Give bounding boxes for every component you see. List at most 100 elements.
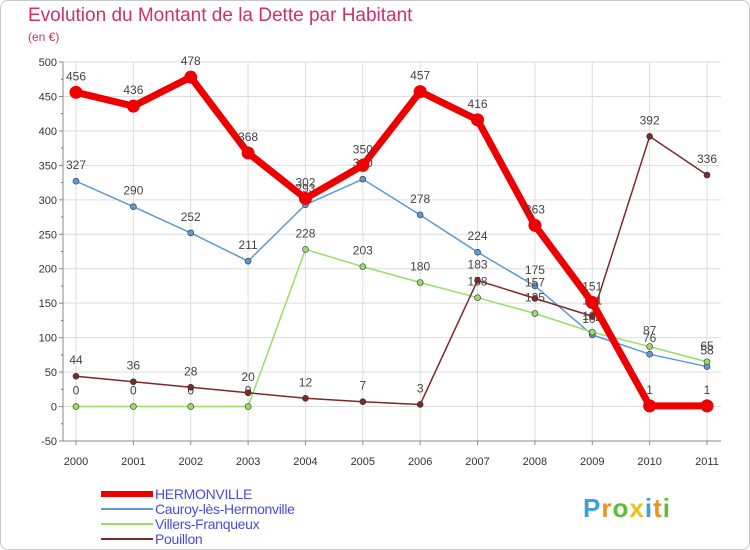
x-tick-label: 2000 (64, 456, 88, 468)
data-point-pouillon (244, 389, 252, 397)
data-label-hermonville: 1 (646, 383, 653, 397)
data-label-pouillon: 183 (468, 257, 488, 271)
data-point-villers-franqueux (588, 328, 596, 336)
data-point-hermonville (471, 113, 485, 127)
data-point-villers-franqueux (130, 403, 137, 410)
data-label-hermonville: 350 (353, 142, 373, 156)
series-line-cauroy-l-s-hermonville (75, 178, 708, 368)
y-tick-label: 100 (39, 333, 57, 345)
legend-label: Cauroy-lès-Hermonville (155, 501, 295, 517)
data-point-pouillon (703, 171, 711, 179)
brand-logo: Proxiti (583, 493, 671, 524)
data-point-villers-franqueux (531, 310, 539, 317)
data-label-hermonville: 151 (582, 279, 602, 293)
data-label-hermonville: 263 (525, 202, 545, 216)
legend-label: Villers-Franqueux (155, 516, 260, 532)
data-point-hermonville (356, 158, 370, 172)
data-point-villers-franqueux (703, 358, 711, 366)
x-tick-label: 2009 (580, 456, 604, 468)
data-point-hermonville (69, 85, 83, 99)
data-point-pouillon (588, 312, 596, 320)
data-point-pouillon (72, 372, 80, 380)
series-line-villers-franqueux (75, 248, 708, 408)
data-label-hermonville: 302 (295, 175, 315, 189)
data-label-pouillon: 392 (640, 113, 660, 127)
data-label-villers-franqueux: 65 (700, 339, 714, 353)
data-point-hermonville (241, 146, 255, 160)
data-label-cauroy-l-s-hermonville: 175 (525, 263, 545, 277)
data-label-pouillon: 7 (359, 379, 366, 393)
data-label-villers-franqueux: 87 (643, 324, 657, 338)
data-point-cauroy-l-s-hermonville (474, 248, 481, 256)
data-point-hermonville (700, 399, 714, 413)
chart-subtitle: (en €) (28, 30, 60, 44)
x-tick-label: 2008 (523, 456, 547, 468)
data-label-villers-franqueux: 203 (353, 244, 373, 258)
data-point-pouillon (359, 398, 367, 406)
x-tick-label: 2006 (408, 456, 432, 468)
brand-letter: r (601, 493, 613, 523)
data-label-hermonville: 1 (704, 383, 711, 397)
data-label-villers-franqueux: 180 (410, 260, 430, 274)
legend-swatch-villers (101, 523, 153, 525)
legend-swatch-hermonville (101, 491, 153, 497)
x-tick-label: 2004 (293, 456, 317, 468)
data-label-pouillon: 36 (127, 359, 141, 373)
data-label-hermonville: 457 (410, 69, 430, 83)
brand-letter: t (653, 493, 663, 523)
x-tick-label: 2003 (236, 456, 260, 468)
data-label-cauroy-l-s-hermonville: 278 (410, 192, 430, 206)
y-tick-label: 0 (51, 402, 57, 414)
data-label-hermonville: 368 (238, 130, 258, 144)
brand-letter: x (629, 493, 645, 523)
brand-letter: P (583, 493, 602, 523)
data-label-pouillon: 28 (184, 364, 198, 378)
data-point-villers-franqueux (474, 294, 481, 301)
data-point-pouillon (474, 277, 481, 284)
data-point-cauroy-l-s-hermonville (130, 203, 137, 211)
data-label-pouillon: 44 (69, 353, 83, 367)
data-label-pouillon: 20 (241, 370, 255, 384)
y-tick-label: 250 (39, 229, 57, 241)
data-point-hermonville (298, 191, 312, 205)
y-tick-label: -50 (41, 436, 57, 448)
x-tick-label: 2010 (637, 456, 661, 468)
data-point-cauroy-l-s-hermonville (72, 177, 80, 185)
y-tick-label: 50 (45, 367, 57, 379)
legend-swatch-pouillon (101, 538, 153, 540)
data-label-cauroy-l-s-hermonville: 76 (643, 331, 657, 345)
data-point-hermonville (126, 99, 140, 113)
brand-letter: i (662, 493, 671, 523)
y-tick-label: 450 (39, 91, 57, 103)
data-point-villers-franqueux (302, 246, 309, 253)
x-tick-label: 2001 (121, 456, 145, 468)
x-tick-label: 2007 (465, 456, 489, 468)
data-label-cauroy-l-s-hermonville: 211 (239, 238, 258, 252)
legend-swatch-cauroy (101, 508, 153, 510)
data-label-hermonville: 456 (66, 69, 86, 83)
data-point-villers-franqueux (187, 403, 195, 410)
data-point-villers-franqueux (244, 403, 252, 410)
x-tick-label: 2005 (351, 456, 375, 468)
data-label-cauroy-l-s-hermonville: 327 (66, 158, 86, 172)
series-line-pouillon (75, 135, 708, 406)
data-label-cauroy-l-s-hermonville: 290 (123, 184, 143, 198)
data-point-cauroy-l-s-hermonville (646, 350, 653, 358)
data-label-villers-franqueux: 0 (73, 384, 80, 398)
data-label-villers-franqueux: 0 (130, 384, 137, 398)
data-label-cauroy-l-s-hermonville: 224 (468, 229, 488, 243)
data-point-hermonville (643, 399, 657, 413)
data-label-hermonville: 436 (123, 83, 143, 97)
data-point-pouillon (531, 295, 539, 302)
y-tick-label: 350 (39, 160, 57, 172)
series-line-hermonville (72, 73, 711, 410)
data-point-cauroy-l-s-hermonville (244, 257, 252, 265)
data-point-cauroy-l-s-hermonville (531, 282, 539, 290)
x-tick-label: 2002 (178, 456, 202, 468)
data-point-hermonville (528, 218, 542, 232)
data-point-cauroy-l-s-hermonville (359, 175, 367, 183)
data-point-pouillon (302, 394, 309, 402)
data-label-pouillon: 12 (299, 375, 313, 389)
